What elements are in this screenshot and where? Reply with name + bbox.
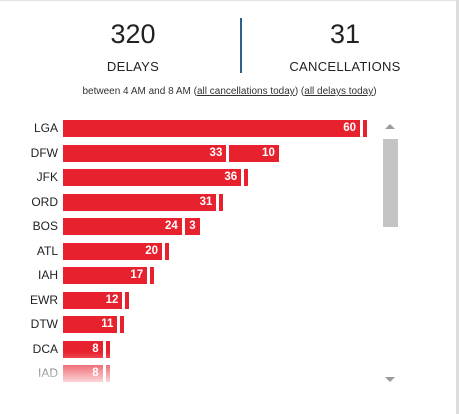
delay-bar[interactable]: 12 <box>63 291 123 309</box>
delay-bar[interactable]: 33 <box>63 144 227 162</box>
airport-code-label: IAH <box>37 268 58 282</box>
delay-value-label: 31 <box>199 195 213 208</box>
window-edge <box>456 0 459 414</box>
delays-stat: 320 DELAYS <box>33 18 233 74</box>
delay-bar[interactable]: 8 <box>63 340 103 358</box>
cancellations-stat: 31 CANCELLATIONS <box>245 18 445 74</box>
cancellation-bar[interactable] <box>244 169 249 186</box>
delay-bar[interactable]: 17 <box>63 267 148 284</box>
cancellation-bar[interactable] <box>150 267 155 284</box>
subtitle-middle: ) ( <box>294 86 305 97</box>
delay-bar[interactable]: 11 <box>63 316 118 333</box>
delay-bar[interactable]: 60 <box>63 120 360 137</box>
top-border <box>0 0 459 1</box>
chart-row-lga: LGA 60 <box>0 118 380 138</box>
delay-bar[interactable]: 20 <box>63 242 162 260</box>
airport-code-label: ORD <box>31 194 58 209</box>
delay-bar[interactable]: 36 <box>63 169 242 186</box>
delay-value-label: 20 <box>145 244 158 257</box>
cancellation-value-label: 10 <box>262 146 275 159</box>
chart-row-atl: ATL 20 <box>0 241 380 261</box>
all-delays-link[interactable]: all delays today <box>304 86 374 97</box>
chart-row-iah: IAH 17 <box>0 265 380 285</box>
cancellation-value-label: 3 <box>189 220 196 232</box>
chart-scrollbar[interactable] <box>381 122 399 384</box>
delay-bar[interactable]: 24 <box>63 218 182 235</box>
scroll-up-arrow-icon[interactable] <box>385 124 395 129</box>
cancellation-bar[interactable]: 10 <box>229 144 279 162</box>
cancellation-bar[interactable] <box>105 365 110 382</box>
cancellations-count: 31 <box>329 19 361 49</box>
delay-value-label: 24 <box>165 220 178 232</box>
cancellations-label: CANCELLATIONS <box>289 59 401 74</box>
delay-value-label: 33 <box>209 146 223 159</box>
airport-code-label: JFK <box>36 170 58 184</box>
subtitle-suffix: ) <box>373 86 377 97</box>
subtitle-prefix: between 4 AM and 8 AM ( <box>82 86 197 97</box>
airport-code-label: ATL <box>36 243 58 258</box>
delay-value-label: 11 <box>101 318 114 330</box>
chart-row-ewr: EWR 12 <box>0 290 380 310</box>
delay-value-label: 17 <box>130 269 144 281</box>
delay-bar[interactable]: 31 <box>63 193 217 211</box>
all-cancellations-link[interactable]: all cancellations today <box>196 86 295 97</box>
delay-bar[interactable]: 8 <box>63 365 103 382</box>
cancellation-bar[interactable] <box>363 120 367 137</box>
chart-row-dtw: DTW 11 <box>0 314 380 334</box>
cancellation-bar[interactable] <box>165 242 169 260</box>
airport-code-label: BOS <box>32 219 58 233</box>
cancellation-bar[interactable] <box>125 291 130 309</box>
stats-divider <box>240 18 242 73</box>
chart-row-dca: DCA 8 <box>0 339 380 359</box>
chart-row-jfk: JFK 36 <box>0 167 380 187</box>
chart-row-iad: IAD 8 <box>0 363 380 383</box>
delay-value-label: 12 <box>105 293 119 306</box>
delays-label: DELAYS <box>106 59 160 74</box>
delay-value-label: 60 <box>343 122 356 134</box>
airport-bar-chart[interactable]: LGA 60 DFW 33 10 JFK 36 ORD 31 BOS 24 3 ATL 20 IAH 17 EW… <box>0 118 380 385</box>
chart-row-bos: BOS 24 3 <box>0 216 380 236</box>
airport-code-label: DFW <box>30 145 58 160</box>
scroll-thumb[interactable] <box>383 139 398 227</box>
delay-value-label: 8 <box>92 342 99 355</box>
airport-code-label: DCA <box>32 341 58 356</box>
airport-code-label: DTW <box>30 317 58 331</box>
cancellation-bar[interactable] <box>219 193 224 211</box>
cancellation-bar[interactable]: 3 <box>184 218 200 235</box>
scroll-down-arrow-icon[interactable] <box>385 377 395 382</box>
delays-count: 320 <box>110 19 156 49</box>
cancellation-bar[interactable] <box>120 316 125 333</box>
airport-code-label: LGA <box>33 121 58 135</box>
delay-value-label: 8 <box>92 367 99 379</box>
time-range-subtitle: between 4 AM and 8 AM (all cancellations… <box>0 86 459 97</box>
delay-value-label: 36 <box>224 171 238 183</box>
chart-row-ord: ORD 31 <box>0 192 380 212</box>
airport-code-label: EWR <box>30 292 58 307</box>
cancellation-bar[interactable] <box>105 340 110 358</box>
chart-row-dfw: DFW 33 10 <box>0 143 380 163</box>
airport-code-label: IAD <box>37 366 58 380</box>
